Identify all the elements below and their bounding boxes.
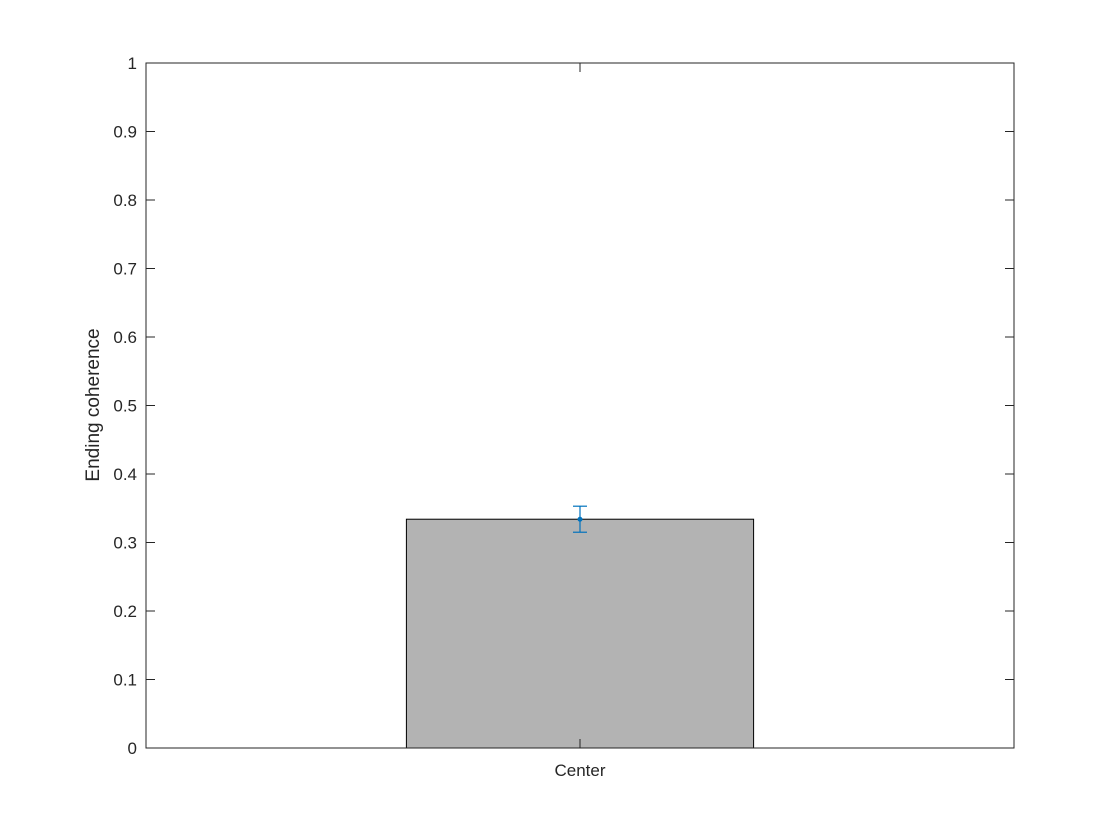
y-tick-label: 0.9 <box>113 123 137 142</box>
y-tick-label: 0.2 <box>113 602 137 621</box>
y-tick-label: 0.5 <box>113 397 137 416</box>
bar-center <box>405 518 755 749</box>
errorbar-marker <box>577 516 583 522</box>
y-tick-label: 0.6 <box>113 328 137 347</box>
y-tick-label: 1 <box>128 54 137 73</box>
y-tick-label: 0.3 <box>113 534 137 553</box>
y-tick-label: 0.4 <box>113 465 137 484</box>
y-axis-label: Ending coherence <box>83 328 104 481</box>
y-tick-label: 0.1 <box>113 671 137 690</box>
y-tick-label: 0.8 <box>113 191 137 210</box>
plot-area: 0 0.1 0.2 0.3 0.4 0.5 0.6 0.7 0.8 0.9 1 Center <box>113 54 1015 780</box>
y-tick-label: 0.7 <box>113 260 137 279</box>
x-tick-label: Center <box>554 761 605 780</box>
y-tick-label: 0 <box>128 739 137 758</box>
